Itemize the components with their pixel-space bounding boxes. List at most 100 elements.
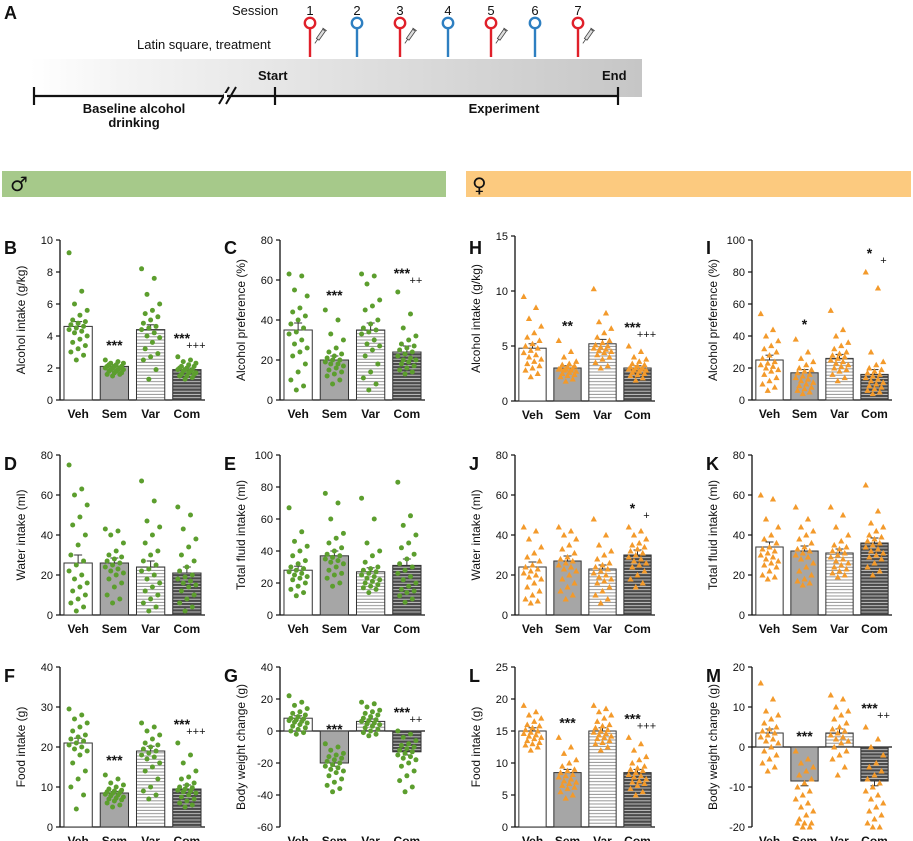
data-point [571, 579, 578, 586]
data-point [762, 707, 770, 714]
y-tick-label: -60 [257, 822, 273, 834]
y-tick-label: -20 [729, 822, 745, 834]
data-point [106, 796, 112, 802]
session-markers: 1 2 3 4 5 6 7 [303, 3, 595, 57]
data-point [144, 518, 150, 524]
y-tick-label: 100 [255, 450, 273, 462]
data-point [862, 787, 869, 794]
x-tick-label: Veh [287, 407, 308, 421]
data-point [406, 540, 412, 546]
data-point [799, 791, 806, 798]
data-point [803, 531, 810, 538]
data-point [302, 725, 308, 731]
data-point [139, 266, 145, 272]
x-tick-label: Var [141, 622, 160, 636]
y-tick-label: 10 [41, 782, 53, 794]
data-point [794, 369, 801, 376]
y-axis-title: Food intake (g) [469, 707, 483, 788]
data-point [139, 720, 145, 726]
syringe-needle [582, 39, 587, 44]
data-point [639, 788, 646, 795]
data-point [538, 323, 545, 329]
data-point [803, 563, 810, 570]
syringe-icon [495, 27, 508, 44]
data-point [876, 539, 883, 546]
data-point [838, 363, 845, 369]
data-point [142, 588, 148, 594]
data-point [757, 491, 764, 498]
y-tick-label: 10 [733, 702, 745, 714]
data-point [369, 709, 375, 715]
data-point [400, 577, 406, 583]
data-point [362, 559, 368, 565]
data-point [560, 777, 568, 784]
data-point [841, 353, 848, 360]
data-point [151, 572, 157, 578]
session-pin-head-6 [528, 16, 542, 30]
data-point [562, 559, 569, 566]
data-point [867, 348, 875, 355]
y-tick-label: 0 [47, 610, 53, 622]
data-point [371, 574, 377, 580]
data-point [604, 726, 611, 733]
data-point [806, 787, 813, 794]
y-tick-label: 5 [502, 341, 508, 353]
data-point [77, 312, 83, 318]
y-tick-label: 40 [261, 315, 273, 327]
data-point [557, 555, 564, 562]
data-point [599, 587, 606, 594]
data-point [84, 580, 90, 586]
data-point [878, 767, 885, 774]
data-point [406, 359, 412, 365]
data-point [880, 523, 887, 530]
data-point [876, 567, 883, 574]
data-point [796, 364, 803, 371]
data-point [832, 735, 840, 742]
data-point [301, 383, 307, 389]
x-tick-label: Com [624, 408, 651, 422]
data-point [295, 561, 301, 567]
data-point [407, 513, 413, 519]
data-point [643, 535, 650, 542]
panel-label-J: J [469, 454, 479, 474]
data-point [832, 360, 840, 366]
data-point [288, 377, 294, 383]
significance-plus: + [643, 510, 649, 522]
data-point [843, 543, 850, 550]
data-point [328, 361, 334, 367]
data-point [369, 553, 375, 559]
x-tick-label: Sem [555, 622, 580, 636]
data-point [531, 549, 538, 556]
data-point [841, 374, 848, 381]
data-point [292, 719, 298, 725]
data-point [75, 346, 81, 352]
data-point [340, 750, 346, 756]
syringe-icon [314, 27, 327, 44]
data-point [766, 755, 773, 762]
y-tick-label: 0 [739, 742, 745, 754]
data-point [81, 738, 87, 744]
start-label: Start [258, 68, 288, 83]
x-tick-label: Com [174, 834, 201, 841]
x-tick-label: Var [361, 834, 380, 841]
data-point [845, 559, 852, 566]
data-point [292, 341, 298, 347]
data-point [360, 585, 366, 591]
data-point [330, 381, 336, 387]
data-point [764, 387, 771, 393]
data-point [75, 734, 81, 740]
data-point [375, 317, 381, 323]
data-point [625, 366, 632, 372]
data-point [534, 743, 541, 750]
data-point [299, 570, 305, 576]
data-point [595, 347, 603, 353]
data-point [406, 583, 412, 589]
data-point [84, 502, 90, 508]
data-point [595, 731, 603, 738]
data-point [771, 547, 778, 554]
data-point [333, 535, 339, 541]
data-point [829, 569, 836, 576]
data-point [326, 540, 332, 546]
bar-var [135, 329, 166, 401]
data-point [148, 552, 154, 558]
